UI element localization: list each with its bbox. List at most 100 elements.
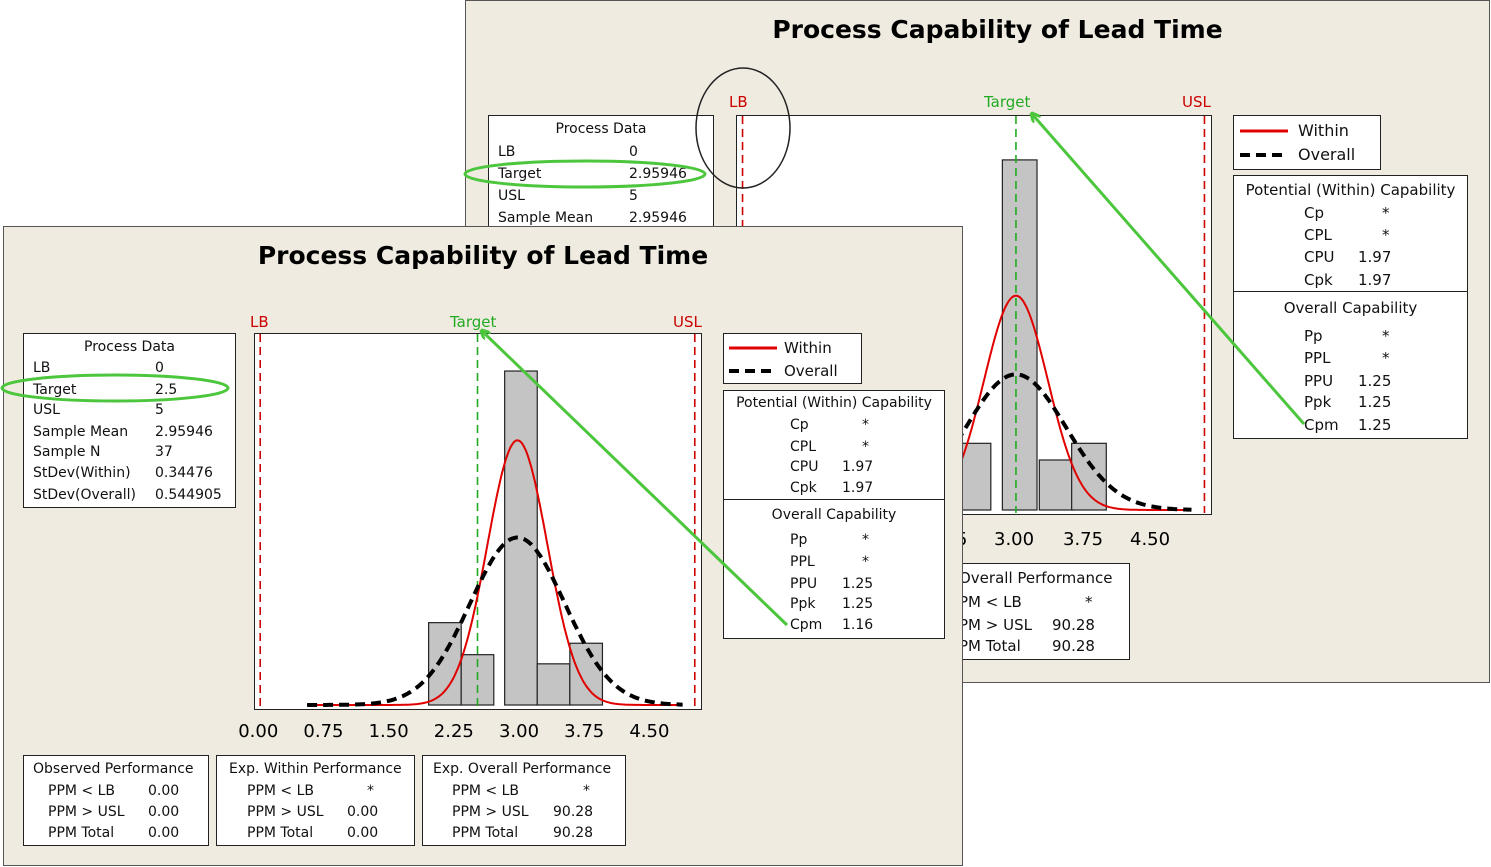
- back-cap-value: *: [1382, 226, 1390, 244]
- front-exp-within-title: Exp. Within Performance: [229, 761, 402, 777]
- front-perf-label: PPM < LB: [48, 783, 115, 799]
- front-tick-label: 0.75: [303, 721, 344, 742]
- back-overall-cap-title: Overall Capability: [1283, 299, 1418, 317]
- back-process-data-title: Process Data: [555, 121, 647, 137]
- front-chart-title: Process Capability of Lead Time: [257, 241, 709, 270]
- front-capability-box: Potential (Within) Capability Cp * CPL *…: [723, 390, 945, 639]
- front-cap-value: 1.25: [842, 596, 874, 612]
- back-cap-label: Pp: [1304, 327, 1323, 345]
- front-tick-label: 3.00: [498, 721, 540, 742]
- back-tick-label: 3.75: [1063, 529, 1104, 550]
- front-perf-value: 0.00: [148, 783, 180, 799]
- overall-curve: [307, 535, 683, 707]
- front-cap-value: 1.97: [842, 480, 874, 496]
- front-tick-label: 2.25: [433, 721, 474, 742]
- back-capability-box: Potential (Within) Capability Cp * CPL *…: [1233, 175, 1468, 439]
- back-cap-label: CPL: [1304, 226, 1332, 244]
- back-cap-label: Cpk: [1304, 271, 1333, 289]
- front-perf-value: 0.00: [347, 804, 379, 820]
- front-perf-label: PPM Total: [247, 825, 314, 841]
- back-chart-title: Process Capability of Lead Time: [772, 15, 1223, 44]
- histogram-bar: [1001, 159, 1038, 511]
- front-perf-label: PPM > USL: [452, 804, 529, 820]
- front-pd-value: 5: [155, 402, 164, 418]
- front-cap-label: PPL: [790, 554, 815, 570]
- front-pd-value: 37: [155, 444, 173, 460]
- front-pd-label: Sample Mean: [33, 424, 129, 440]
- back-perf-value: 90.28: [1052, 616, 1095, 634]
- front-perf-value: 0.00: [148, 825, 180, 841]
- front-pd-value: 0: [155, 360, 164, 376]
- front-observed-box: Observed Performance PPM < LB 0.00 PPM >…: [23, 755, 209, 846]
- front-exp-overall-box: Exp. Overall Performance PPM < LB * PPM …: [422, 755, 626, 846]
- front-pd-label: Target: [33, 382, 77, 398]
- front-legend-within: Within: [784, 339, 832, 357]
- back-perf-value: *: [1085, 593, 1093, 611]
- front-observed-title: Observed Performance: [33, 761, 194, 777]
- front-cap-label: Ppk: [790, 596, 816, 612]
- back-cap-divider: [1234, 291, 1467, 292]
- front-cap-label: Cp: [790, 417, 809, 433]
- front-pd-label: Sample N: [33, 444, 101, 460]
- front-usl-label: USL: [673, 313, 702, 331]
- front-legend: Within Overall: [723, 333, 862, 384]
- front-cap-value: 1.25: [842, 576, 874, 592]
- front-cap-label: CPU: [790, 459, 819, 475]
- front-overall-cap-title: Overall Capability: [771, 507, 897, 523]
- front-perf-label: PPM Total: [48, 825, 115, 841]
- back-cap-label: Ppk: [1304, 393, 1332, 411]
- within-curve: [307, 439, 683, 706]
- front-pd-value: 0.544905: [155, 487, 222, 503]
- front-pd-value: 2.95946: [155, 424, 213, 440]
- back-pd-label: Sample Mean: [498, 210, 594, 226]
- front-process-data-title: Process Data: [84, 339, 175, 355]
- back-cap-value: *: [1382, 327, 1390, 345]
- front-histogram-svg: [259, 334, 696, 708]
- back-cap-value: *: [1382, 204, 1390, 222]
- front-perf-value: 90.28: [553, 804, 594, 820]
- front-capability-panel: Process Capability of Lead Time Process …: [3, 226, 963, 866]
- back-exp-overall-box: Overall Performance PM < LB * PM > USL 9…: [938, 563, 1130, 660]
- back-cap-label: PPL: [1304, 349, 1331, 367]
- front-cap-divider: [724, 499, 944, 500]
- front-cap-label: PPU: [790, 576, 818, 592]
- back-legend-overall: Overall: [1298, 145, 1356, 164]
- front-perf-value: *: [583, 783, 590, 799]
- back-usl-label: USL: [1182, 93, 1211, 111]
- back-pd-value: 5: [629, 188, 638, 204]
- back-cap-value: 1.25: [1358, 416, 1392, 434]
- front-perf-label: PPM < LB: [247, 783, 314, 799]
- back-cap-value: *: [1382, 349, 1390, 367]
- front-legend-overall: Overall: [784, 362, 838, 380]
- back-lb-label: LB: [729, 93, 748, 111]
- front-perf-value: 0.00: [347, 825, 379, 841]
- front-pd-label: USL: [33, 402, 60, 418]
- back-target-label: Target: [984, 93, 1031, 111]
- front-tick-label: 4.50: [629, 721, 670, 742]
- front-pd-value: 2.5: [155, 382, 178, 398]
- histogram-bar: [1038, 459, 1075, 511]
- front-cap-label: CPL: [790, 439, 817, 455]
- back-cap-label: Cpm: [1304, 416, 1339, 434]
- back-legend-within: Within: [1298, 121, 1349, 140]
- back-legend: Within Overall: [1233, 115, 1381, 170]
- front-lb-label: LB: [250, 313, 269, 331]
- front-tick-label: 3.75: [564, 721, 605, 742]
- front-pd-label: LB: [33, 360, 51, 376]
- front-cap-value: *: [862, 439, 869, 455]
- back-pd-label: Target: [498, 166, 542, 182]
- back-potential-title: Potential (Within) Capability: [1245, 181, 1456, 199]
- back-perf-label: PM Total: [959, 637, 1021, 655]
- front-cap-value: *: [862, 417, 869, 433]
- front-legend-swatches: [729, 346, 777, 373]
- back-perf-value: 90.28: [1052, 637, 1095, 655]
- back-tick-label: 4.50: [1130, 529, 1171, 550]
- front-exp-overall-title: Exp. Overall Performance: [433, 761, 612, 777]
- front-pd-label: StDev(Overall): [33, 487, 137, 503]
- front-process-data-box: Process Data LB 0 Target 2.5 USL 5 Sampl…: [23, 333, 236, 508]
- front-cap-value: 1.97: [842, 459, 874, 475]
- front-plot-area: [254, 333, 702, 710]
- front-perf-value: *: [367, 783, 374, 799]
- front-perf-label: PPM > USL: [48, 804, 125, 820]
- front-tick-label: 0.00: [238, 721, 279, 742]
